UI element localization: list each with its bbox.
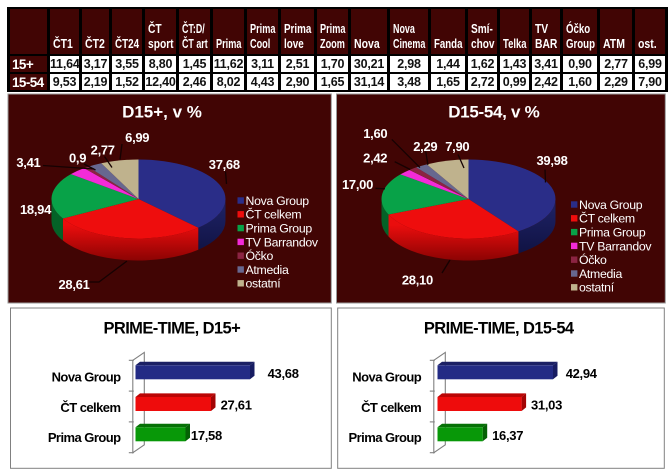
svg-text:28,10: 28,10 — [402, 272, 433, 287]
svg-text:43,68: 43,68 — [268, 366, 299, 381]
svg-text:Prima Group: Prima Group — [349, 430, 422, 445]
svg-text:0,9: 0,9 — [69, 151, 86, 166]
svg-text:PRIME-TIME, D15+: PRIME-TIME, D15+ — [103, 319, 240, 337]
svg-text:7,90: 7,90 — [445, 139, 469, 154]
svg-text:16,37: 16,37 — [492, 428, 523, 443]
svg-text:Nova Group: Nova Group — [52, 370, 122, 385]
svg-text:6,99: 6,99 — [125, 130, 149, 145]
svg-text:ČT celkem: ČT celkem — [579, 211, 635, 226]
svg-text:D15+, v %: D15+, v % — [122, 103, 202, 122]
svg-text:Nova Group: Nova Group — [579, 198, 643, 212]
svg-text:ostatní: ostatní — [246, 277, 282, 291]
svg-text:1,60: 1,60 — [363, 126, 387, 141]
svg-text:ostatní: ostatní — [579, 281, 615, 295]
svg-text:D15-54, v %: D15-54, v % — [448, 103, 539, 122]
svg-text:31,03: 31,03 — [531, 398, 562, 413]
svg-text:ČT celkem: ČT celkem — [361, 400, 421, 415]
svg-text:Atmedia: Atmedia — [579, 267, 622, 281]
svg-text:17,58: 17,58 — [191, 428, 222, 443]
svg-text:PRIME-TIME, D15-54: PRIME-TIME, D15-54 — [424, 319, 575, 337]
svg-text:2,42: 2,42 — [363, 151, 387, 166]
svg-text:Prima Group: Prima Group — [246, 222, 313, 236]
svg-text:42,94: 42,94 — [566, 366, 598, 381]
svg-text:TV Barrandov: TV Barrandov — [246, 235, 319, 249]
svg-text:Prima Group: Prima Group — [48, 430, 121, 445]
svg-text:2,77: 2,77 — [91, 143, 115, 158]
svg-text:28,61: 28,61 — [58, 277, 89, 292]
svg-text:2,29: 2,29 — [413, 139, 437, 154]
svg-text:Óčko: Óčko — [246, 248, 274, 263]
svg-text:Atmedia: Atmedia — [246, 263, 289, 277]
svg-text:3,41: 3,41 — [16, 155, 40, 170]
svg-text:27,61: 27,61 — [221, 398, 252, 413]
svg-text:37,68: 37,68 — [209, 157, 240, 172]
svg-text:ČT celkem: ČT celkem — [60, 400, 120, 415]
svg-text:Óčko: Óčko — [579, 252, 607, 267]
svg-text:Nova Group: Nova Group — [352, 370, 422, 385]
svg-text:Nova Group: Nova Group — [246, 194, 310, 208]
svg-text:ČT celkem: ČT celkem — [246, 207, 302, 222]
svg-text:39,98: 39,98 — [536, 153, 567, 168]
svg-text:18,94: 18,94 — [20, 202, 52, 217]
svg-text:Prima Group: Prima Group — [579, 226, 646, 240]
svg-text:17,00: 17,00 — [342, 177, 373, 192]
svg-text:TV Barrandov: TV Barrandov — [579, 239, 652, 253]
